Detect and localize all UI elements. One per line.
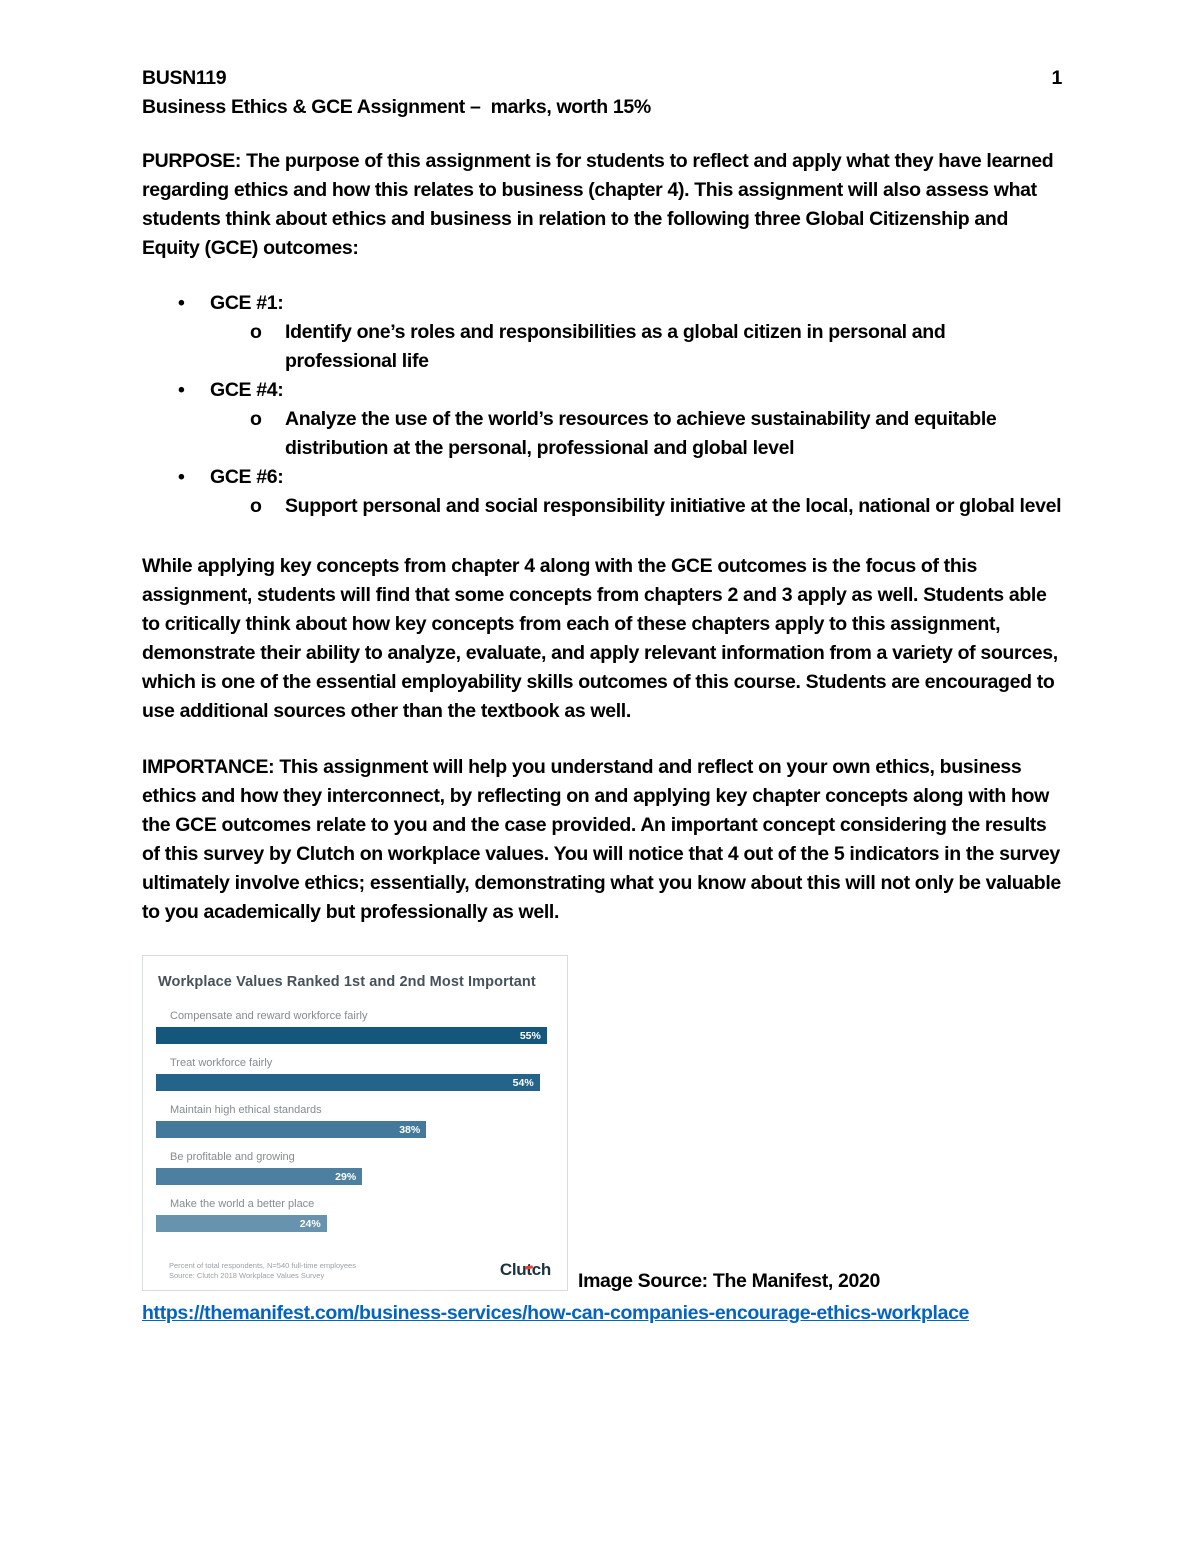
while-applying-paragraph: While applying key concepts from chapter… bbox=[142, 555, 1058, 722]
bar: 55% bbox=[156, 1027, 547, 1044]
page-number: 1 bbox=[1051, 67, 1063, 89]
purpose-label: PURPOSE: bbox=[142, 150, 242, 172]
chart-footnote: Percent of total respondents, N=540 full… bbox=[169, 1261, 356, 1281]
document-content: BUSN119 1 Business Ethics & GCE Assignme… bbox=[142, 64, 1062, 1328]
bullet-icon: • bbox=[178, 292, 185, 314]
bar: 24% bbox=[156, 1215, 327, 1232]
bar-value-label: 38% bbox=[399, 1123, 421, 1136]
circle-bullet-icon: o bbox=[250, 321, 262, 343]
document-header: BUSN119 1 bbox=[142, 64, 1062, 93]
circle-bullet-icon: o bbox=[250, 408, 262, 430]
purpose-paragraph: PURPOSE: The purpose of this assignment … bbox=[142, 147, 1062, 263]
gce1-description: Identify one’s roles and responsibilitie… bbox=[285, 321, 946, 372]
chart-footnote-line2: Source: Clutch 2018 Workplace Values Sur… bbox=[169, 1271, 325, 1280]
chart-row: Treat workforce fairly 54% bbox=[156, 1057, 554, 1091]
image-source-caption: Image Source: The Manifest, 2020 bbox=[578, 1270, 880, 1292]
bar-value-label: 55% bbox=[519, 1029, 541, 1042]
bar-category-label: Compensate and reward workforce fairly bbox=[170, 1010, 368, 1022]
gce6-label: GCE #6: bbox=[210, 466, 284, 488]
purpose-text: The purpose of this assignment is for st… bbox=[142, 150, 1054, 259]
gce6-description: Support personal and social responsibili… bbox=[285, 495, 1062, 517]
bullet-icon: • bbox=[178, 379, 185, 401]
chart-rows: Compensate and reward workforce fairly 55… bbox=[156, 1010, 554, 1232]
importance-label: IMPORTANCE: bbox=[142, 756, 275, 778]
clutch-logo-t-accent: t bbox=[526, 1260, 532, 1279]
circle-bullet-icon: o bbox=[250, 495, 262, 517]
bullet-icon: • bbox=[178, 466, 185, 488]
gce-outcomes-list: • GCE #1: o Identify one’s roles and respo… bbox=[142, 289, 1062, 521]
bar: 29% bbox=[156, 1168, 363, 1185]
list-item-gce4: • GCE #4: bbox=[142, 376, 1062, 405]
chart-row: Maintain high ethical standards 38% bbox=[156, 1104, 554, 1138]
list-subitem-gce6: o Support personal and social responsibil… bbox=[142, 492, 1062, 521]
bar-value-label: 24% bbox=[299, 1217, 321, 1230]
bar-category-label: Be profitable and growing bbox=[170, 1151, 295, 1163]
list-subitem-gce1: o Identify one’s roles and responsibiliti… bbox=[142, 318, 1062, 376]
clutch-logo: Clutch bbox=[499, 1260, 551, 1279]
bar-category-label: Treat workforce fairly bbox=[170, 1057, 273, 1069]
importance-text: This assignment will help you understand… bbox=[142, 756, 1061, 923]
gce4-label: GCE #4: bbox=[210, 379, 284, 401]
bar: 54% bbox=[156, 1074, 540, 1091]
bar: 38% bbox=[156, 1121, 427, 1138]
bar-category-label: Maintain high ethical standards bbox=[170, 1104, 322, 1116]
course-code: BUSN119 bbox=[142, 67, 227, 89]
list-item-gce1: • GCE #1: bbox=[142, 289, 1062, 318]
chart-row: Be profitable and growing 29% bbox=[156, 1151, 554, 1185]
gce4-description: Analyze the use of the world’s resources… bbox=[285, 408, 997, 459]
bar-value-label: 29% bbox=[335, 1170, 357, 1183]
chart-title: Workplace Values Ranked 1st and 2nd Most… bbox=[158, 974, 536, 990]
chart-row: Make the world a better place 24% bbox=[156, 1198, 554, 1232]
gce1-label: GCE #1: bbox=[210, 292, 284, 314]
list-item-gce6: • GCE #6: bbox=[142, 463, 1062, 492]
bar-value-label: 54% bbox=[512, 1076, 534, 1089]
source-link-line: https://themanifest.com/business-service… bbox=[142, 1299, 1062, 1328]
figure-row: Workplace Values Ranked 1st and 2nd Most… bbox=[142, 955, 1062, 1292]
importance-paragraph: IMPORTANCE: This assignment will help yo… bbox=[142, 753, 1062, 927]
source-link[interactable]: https://themanifest.com/business-service… bbox=[142, 1302, 970, 1324]
chart-row: Compensate and reward workforce fairly 55… bbox=[156, 1010, 554, 1044]
workplace-values-chart: Workplace Values Ranked 1st and 2nd Most… bbox=[142, 955, 568, 1291]
document-subtitle: Business Ethics & GCE Assignment – marks… bbox=[142, 96, 651, 118]
bar-category-label: Make the world a better place bbox=[170, 1198, 315, 1210]
list-subitem-gce4: o Analyze the use of the world’s resource… bbox=[142, 405, 1062, 463]
chart-footnote-line1: Percent of total respondents, N=540 full… bbox=[169, 1261, 356, 1270]
